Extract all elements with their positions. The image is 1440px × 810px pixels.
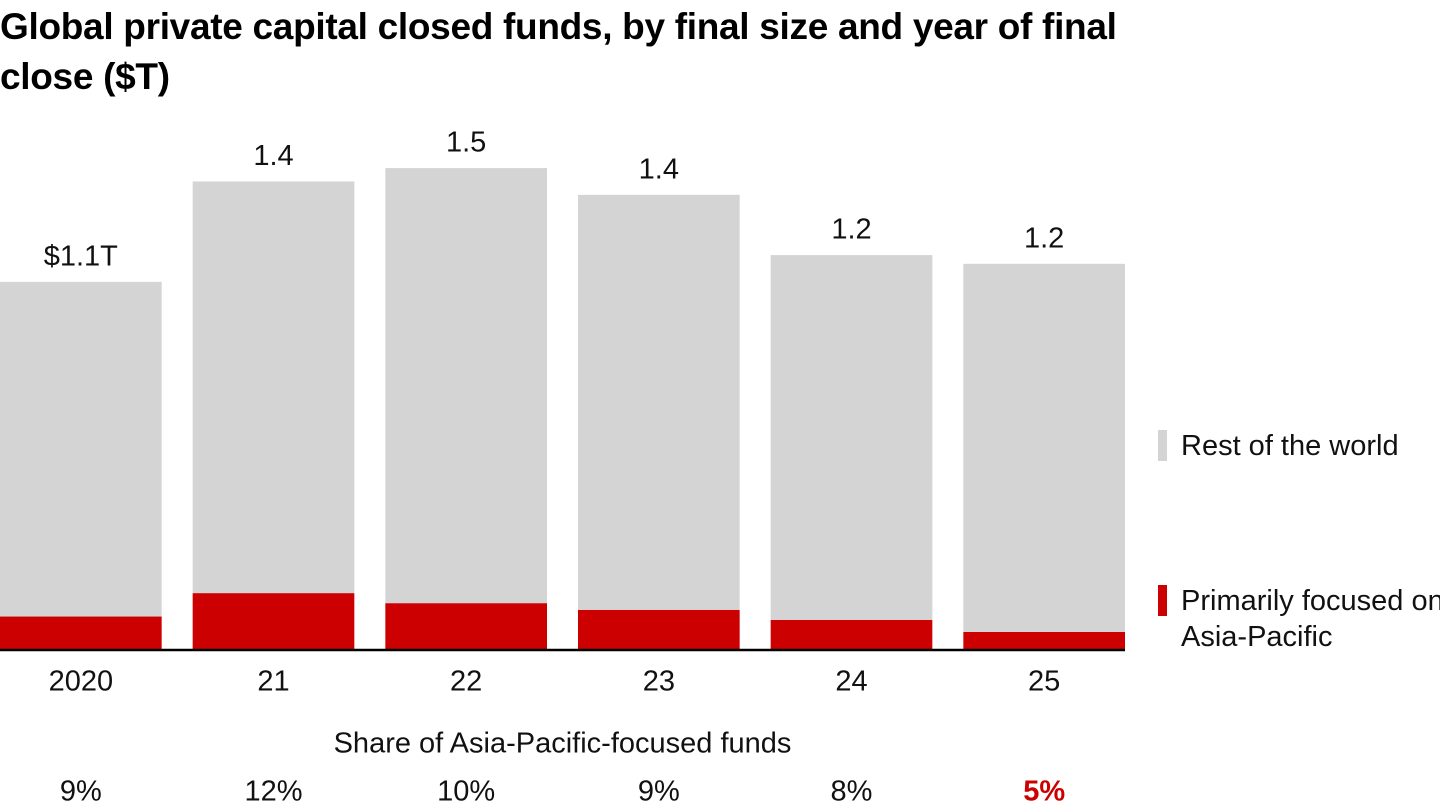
share-label: 9% [638,776,680,808]
bar-segment [385,603,547,650]
x-tick-label: 21 [257,666,289,698]
bar-segment [0,281,162,617]
bar-segment [192,181,355,594]
share-label: 12% [244,776,302,808]
share-label: 10% [437,776,495,808]
bar-segment [578,194,740,610]
bar-segment [963,263,1125,632]
total-label: 1.2 [1024,222,1064,254]
x-tick-label: 25 [1028,666,1060,698]
total-label: $1.1T [44,241,118,273]
legend-item: Primarily focused on Asia-Pacific [1158,583,1440,655]
total-label: 1.4 [253,140,293,172]
share-label: 9% [60,776,102,808]
bar-segment [770,255,933,620]
share-label: 5% [1023,776,1065,808]
total-label: 1.5 [446,127,486,159]
legend-item: Rest of the world [1158,428,1440,464]
share-label: 8% [831,776,873,808]
bar-segment [192,593,355,650]
share-title: Share of Asia-Pacific-focused funds [334,728,792,760]
legend-label: Rest of the world [1181,430,1399,462]
chart-title: Global private capital closed funds, by … [0,6,1117,97]
bar-segment [578,609,740,650]
legend-swatch [1158,430,1167,461]
total-label: 1.4 [639,154,679,186]
bar-segment [770,619,933,650]
x-tick-label: 22 [450,666,482,698]
legend-swatch [1158,585,1167,616]
legend-label: Primarily focused on Asia-Pacific [1181,585,1440,653]
bar-segment [385,168,547,604]
total-label: 1.2 [831,214,871,246]
x-tick-label: 2020 [49,666,114,698]
bar-segment [0,616,162,650]
x-tick-label: 24 [835,666,867,698]
bar-segment [963,631,1125,650]
x-tick-label: 23 [643,666,675,698]
